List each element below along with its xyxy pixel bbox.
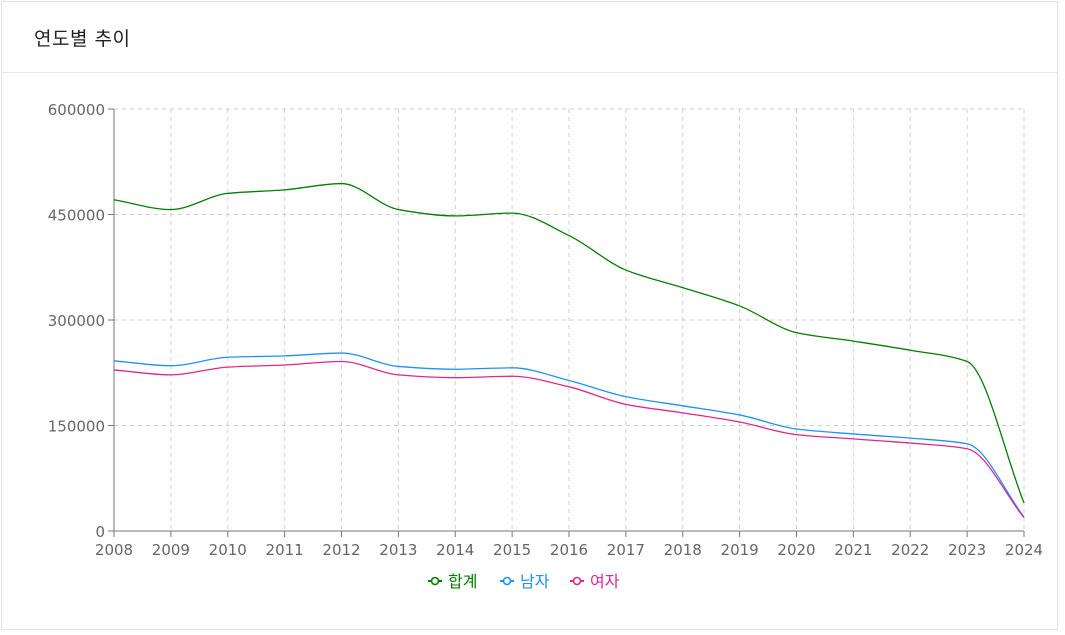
- grid-lines: [113, 108, 1025, 532]
- legend-label: 여자: [590, 572, 620, 591]
- legend-marker: [502, 576, 512, 586]
- y-tick-label: 150000: [48, 418, 105, 436]
- line-chart: 0 150000 300000 450000 600000 2008 2009 2010 201…: [48, 101, 1043, 591]
- card-header: 연도별 추이: [2, 2, 1057, 73]
- x-tick-label: 2009: [152, 541, 190, 559]
- series-lines: [113, 182, 1025, 519]
- x-tick-label: 2016: [550, 541, 588, 559]
- x-tick-label: 2017: [607, 541, 645, 559]
- legend-marker: [430, 576, 440, 586]
- legend: 합계 남자 여자: [428, 572, 620, 591]
- legend-item: 남자: [500, 572, 550, 591]
- x-tick-label: 2020: [777, 541, 815, 559]
- series-line-2: [113, 352, 1025, 518]
- x-tick-label: 2019: [721, 541, 759, 559]
- legend-label: 합계: [448, 572, 477, 591]
- x-tick-label: 2023: [948, 541, 986, 559]
- legend-label: 남자: [520, 572, 550, 591]
- x-tick-label: 2012: [322, 541, 360, 559]
- series-line-3: [113, 360, 1025, 519]
- x-tick-label: 2014: [436, 541, 474, 559]
- series-line-1: [113, 182, 1025, 504]
- x-tick-label: 2022: [891, 541, 929, 559]
- legend-item: 여자: [570, 572, 620, 591]
- x-tick-label: 2008: [95, 541, 133, 559]
- axes: 0 150000 300000 450000 600000 2008 2009 2010 201…: [48, 101, 1043, 559]
- x-tick-label: 2013: [379, 541, 417, 559]
- x-tick-label: 2024: [1005, 541, 1043, 559]
- y-tick-label: 0: [95, 523, 105, 541]
- x-tick-label: 2021: [834, 541, 872, 559]
- card-title: 연도별 추이: [34, 27, 131, 50]
- legend-item: 합계: [428, 572, 477, 591]
- x-tick-label: 2010: [209, 541, 247, 559]
- y-tick-label: 600000: [48, 101, 105, 119]
- x-tick-label: 2018: [664, 541, 702, 559]
- y-tick-label: 300000: [48, 312, 105, 330]
- x-tick-label: 2011: [266, 541, 304, 559]
- legend-marker: [572, 576, 582, 586]
- x-tick-label: 2015: [493, 541, 531, 559]
- y-tick-label: 450000: [48, 207, 105, 225]
